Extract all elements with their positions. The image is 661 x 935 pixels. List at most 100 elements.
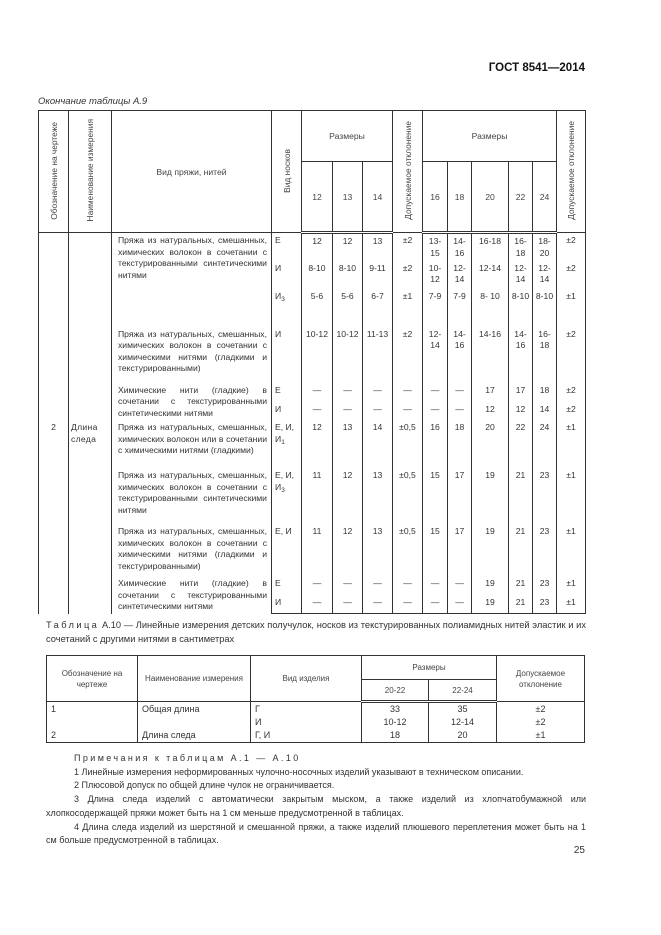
- tolerance-value: ±1: [556, 524, 587, 576]
- tolerance-value: ±0,5: [392, 468, 424, 524]
- tolerance-value: ±2: [556, 232, 587, 261]
- tolerance-value: ±2: [392, 260, 424, 289]
- tolerance-value: ±1: [392, 288, 424, 327]
- table-a9-body: Пряжа из натуральных, смешанных, химичес…: [38, 232, 587, 615]
- sock-type-cell: И: [271, 595, 302, 615]
- header-size: 22-24: [428, 679, 497, 703]
- size-value: 12-14: [471, 260, 510, 289]
- size-value: 6-7: [361, 288, 394, 327]
- table-row: И — — — — — —12 12 14 ±2: [39, 401, 587, 420]
- size-value: 10-12: [301, 326, 333, 383]
- size-value: 22: [508, 420, 534, 468]
- caption-label: Таблица: [46, 620, 100, 630]
- header-tolerance-2: Допускаемое отклонение: [556, 110, 587, 233]
- size-value: 5-6: [301, 288, 333, 327]
- size-value: 13: [361, 524, 394, 576]
- size-value: —: [332, 382, 363, 402]
- size-value: 10-12: [361, 716, 429, 729]
- yarn-description-cell: Пряжа из натуральных, смешанных, химичес…: [111, 326, 272, 383]
- table-row: Химические нити (гладкие) в сочетании с …: [39, 382, 587, 420]
- tolerance-value: ±2: [496, 716, 585, 729]
- size-value: 21: [508, 576, 534, 596]
- yarn-description-cell: Пряжа из натуральных, смешанных, химичес…: [111, 468, 272, 524]
- size-value: 8-10: [532, 288, 558, 327]
- measure-name-cell: Длина следа: [137, 729, 251, 743]
- size-value: —: [422, 382, 449, 402]
- size-value: 12: [301, 232, 333, 261]
- sock-type-cell: Е: [271, 232, 302, 261]
- table-row: Пряжа из натуральных, смешанных, химичес…: [39, 468, 587, 524]
- table-row: 1 Общая длина Г 33 35 ±2: [46, 701, 585, 716]
- note-item: 4 Длина следа изделий из шерстяной и сме…: [46, 821, 586, 846]
- size-value: 8- 10: [471, 288, 510, 327]
- size-value: 9-11: [361, 260, 394, 289]
- size-value: 12: [508, 401, 534, 420]
- size-value: 23: [532, 524, 558, 576]
- size-value: 23: [532, 576, 558, 596]
- size-value: —: [301, 595, 333, 615]
- tolerance-value: ±2: [392, 232, 424, 261]
- size-value: 11: [301, 468, 333, 524]
- size-value: 14-16: [447, 232, 473, 261]
- size-value: 18: [361, 729, 429, 743]
- size-value: 19: [471, 576, 510, 596]
- table-row: Пряжа из натуральных, смешанных, химичес…: [39, 524, 587, 576]
- table-row: И3 5-6 5-6 6-7 ±1 7-9 7-9 8- 10 8-10 8-10 ±1: [39, 288, 587, 327]
- tolerance-value: ±1: [496, 729, 585, 743]
- size-value: —: [301, 401, 333, 420]
- header-measure-name: Наименование измерения: [137, 655, 251, 702]
- header-tolerance-1: Допускаемое отклонение: [392, 110, 424, 233]
- table-row: Химические нити (гладкие) в сочетании с …: [39, 576, 587, 614]
- header-size: 12: [301, 161, 333, 234]
- size-value: 21: [508, 524, 534, 576]
- size-value: 14: [361, 420, 394, 468]
- header-designation: Обозначение на чертеже: [46, 655, 138, 702]
- size-value: 12: [471, 401, 510, 420]
- document-id: ГОСТ 8541—2014: [488, 62, 585, 74]
- table-row: Пряжа из натуральных, смешанных, химичес…: [38, 232, 587, 420]
- size-value: 13: [361, 232, 394, 261]
- notes-title: Примечания к таблицам А.1 — А.10: [74, 753, 301, 763]
- designation-cell: [46, 716, 138, 729]
- size-value: —: [447, 382, 473, 402]
- size-value: —: [447, 595, 473, 615]
- size-value: 21: [508, 468, 534, 524]
- sock-type-cell: Е: [271, 576, 302, 596]
- measure-name-cell: [137, 716, 251, 729]
- size-value: —: [332, 401, 363, 420]
- header-yarn-type: Вид пряжи, нитей: [111, 110, 272, 233]
- size-value: 12-14: [422, 326, 449, 383]
- note-item: 3 Длина следа изделий с автоматически за…: [46, 794, 586, 818]
- size-value: 16-18: [532, 326, 558, 383]
- size-value: —: [361, 382, 394, 402]
- size-value: —: [422, 401, 449, 420]
- size-value: 10-12: [422, 260, 449, 289]
- table-continuation-label: Окончание таблицы А.9: [38, 96, 148, 107]
- designation-cell: 2: [46, 729, 138, 743]
- tolerance-value: —: [392, 401, 424, 420]
- header-measure-name: Наименование измерения: [68, 110, 112, 233]
- size-value: 17: [508, 382, 534, 402]
- size-value: 13: [332, 420, 363, 468]
- size-value: —: [361, 401, 394, 420]
- table-row: 2 Длина следа Г, И 18 20 ±1: [46, 729, 585, 743]
- caption-text: А.10 — Линейные измерения детских получу…: [46, 620, 586, 644]
- tolerance-value: ±2: [556, 382, 587, 402]
- size-value: —: [361, 595, 394, 615]
- size-value: 17: [447, 524, 473, 576]
- size-value: 18: [447, 420, 473, 468]
- tolerance-value: ±1: [556, 576, 587, 596]
- designation-cell: 2: [38, 420, 69, 614]
- sock-type-cell: И: [271, 326, 302, 383]
- header-sock-type: Вид носков: [271, 110, 302, 233]
- size-value: 12-14: [532, 260, 558, 289]
- size-value: 16-18: [471, 232, 510, 261]
- sock-type-cell: И: [271, 401, 302, 420]
- table-row: 2 Длина следа Пряжа из натуральных, смешан…: [38, 420, 587, 614]
- size-value: 7-9: [447, 288, 473, 327]
- tolerance-value: —: [392, 595, 424, 615]
- header-size: 24: [532, 161, 558, 234]
- table-a9: Обозначение на чертеже Наименование изме…: [38, 109, 587, 615]
- size-value: 14-16: [508, 326, 534, 383]
- size-value: 18-20: [532, 232, 558, 261]
